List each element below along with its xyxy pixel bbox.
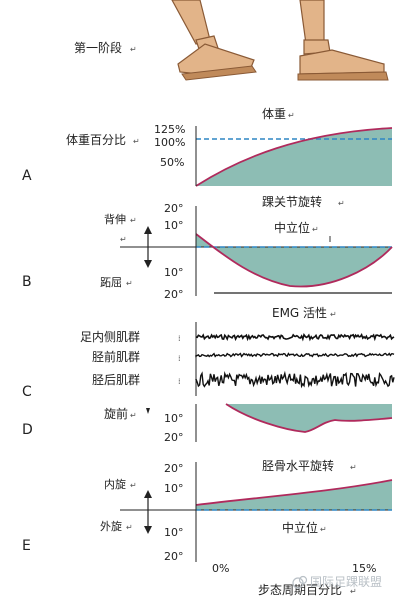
emg-row-tibialis-anterior: 胫前肌群 <box>92 349 140 364</box>
panel-e-tick-10-down: 10° <box>164 526 184 539</box>
emg-trace-foot-intrinsics <box>195 333 395 342</box>
panel-e-curve <box>195 479 393 506</box>
panel-a-area <box>196 128 392 186</box>
watermark: 国际足踝联盟 <box>292 575 382 589</box>
panel-c-title: EMG 活性 <box>272 306 327 320</box>
panel-e-up-label: 内旋 <box>104 477 126 491</box>
panel-e-plot <box>120 462 393 562</box>
emg-traces <box>195 333 395 389</box>
panel-a-title: 体重 <box>262 107 286 121</box>
panel-e-neutral: 中立位 <box>282 520 318 535</box>
foot-illustration-left <box>171 0 257 81</box>
svg-text:↵: ↵ <box>330 310 337 319</box>
x-tick-0: 0% <box>212 562 229 575</box>
panel-b-area <box>196 234 392 287</box>
panel-letter-c: C <box>22 384 32 400</box>
panel-letter-b: B <box>22 274 32 290</box>
svg-text:↵: ↵ <box>130 45 137 54</box>
svg-text:⁞: ⁞ <box>178 354 181 363</box>
svg-text:↵: ↵ <box>120 235 127 244</box>
emg-row-tibialis-posterior: 胫后肌群 <box>92 373 140 387</box>
panel-b-up-label: 背伸 <box>104 212 126 226</box>
emg-row-foot-intrinsics: 足内侧肌群 <box>80 330 140 344</box>
panel-b-tick-20-up: 20° <box>164 202 184 215</box>
panel-d-label: 旋前 <box>104 406 128 421</box>
panel-letter-e: E <box>22 538 31 554</box>
svg-text:↵: ↵ <box>130 411 137 420</box>
svg-text:↵: ↵ <box>350 587 357 596</box>
panel-b-neutral: 中立位 <box>274 220 310 235</box>
panel-a-tick-50: 50% <box>160 156 184 169</box>
panel-a-curve <box>195 127 393 187</box>
panel-b-tick-10-down: 10° <box>164 266 184 279</box>
svg-text:⁞: ⁞ <box>178 334 181 343</box>
svg-text:↵: ↵ <box>130 481 137 490</box>
panel-letter-a: A <box>22 168 32 184</box>
panel-a-ylabel: 体重百分比 <box>66 133 126 147</box>
panel-b-down-label: 跖屈 <box>100 276 122 289</box>
emg-trace-tibialis-posterior <box>195 370 395 389</box>
panel-d-tick-10: 10° <box>164 412 184 425</box>
svg-text:↵: ↵ <box>350 463 357 472</box>
watermark-text: 国际足踝联盟 <box>310 575 382 589</box>
panel-e-tick-20-down: 20° <box>164 550 184 563</box>
panel-a-plot <box>195 126 393 187</box>
svg-text:↵: ↵ <box>288 111 295 120</box>
svg-text:↵: ↵ <box>312 225 319 234</box>
panel-e-tick-20-up: 20° <box>164 462 184 475</box>
panel-a-tick-100: 100% <box>154 136 185 149</box>
panel-a-tick-125: 125% <box>154 123 185 136</box>
svg-text:↵: ↵ <box>338 199 345 208</box>
phase-label: 第一阶段 <box>74 40 122 55</box>
svg-text:↵: ↵ <box>130 216 137 225</box>
panel-e-down-label: 外旋 <box>100 519 122 533</box>
panel-e-arrow <box>144 490 152 534</box>
svg-text:↵: ↵ <box>126 279 133 288</box>
svg-text:↵: ↵ <box>320 525 327 534</box>
panel-letter-d: D <box>22 422 33 438</box>
panel-b-curve <box>195 233 393 288</box>
panel-e-title: 胫骨水平旋转 <box>262 458 334 473</box>
foot-illustration-right <box>297 0 389 81</box>
panel-b-tick-20-down: 20° <box>164 288 184 301</box>
emg-trace-tibialis-anterior <box>195 352 395 358</box>
svg-text:⁞: ⁞ <box>178 377 181 386</box>
panel-d-tick-20: 20° <box>164 431 184 444</box>
panel-e-tick-10-up: 10° <box>164 482 184 495</box>
x-tick-15: 15% <box>352 562 376 575</box>
x-axis-label: 步态周期百分比 <box>258 583 342 597</box>
panel-d-area <box>196 404 392 432</box>
panel-d-plot <box>195 403 393 442</box>
panel-b-tick-10-up: 10° <box>164 219 184 232</box>
panel-e-area <box>196 480 392 510</box>
panel-b-plot <box>120 206 393 296</box>
panel-d-curve <box>225 403 393 433</box>
svg-text:↵: ↵ <box>126 523 133 532</box>
svg-text:↵: ↵ <box>133 137 140 146</box>
panel-b-title: 踝关节旋转 <box>262 194 322 209</box>
